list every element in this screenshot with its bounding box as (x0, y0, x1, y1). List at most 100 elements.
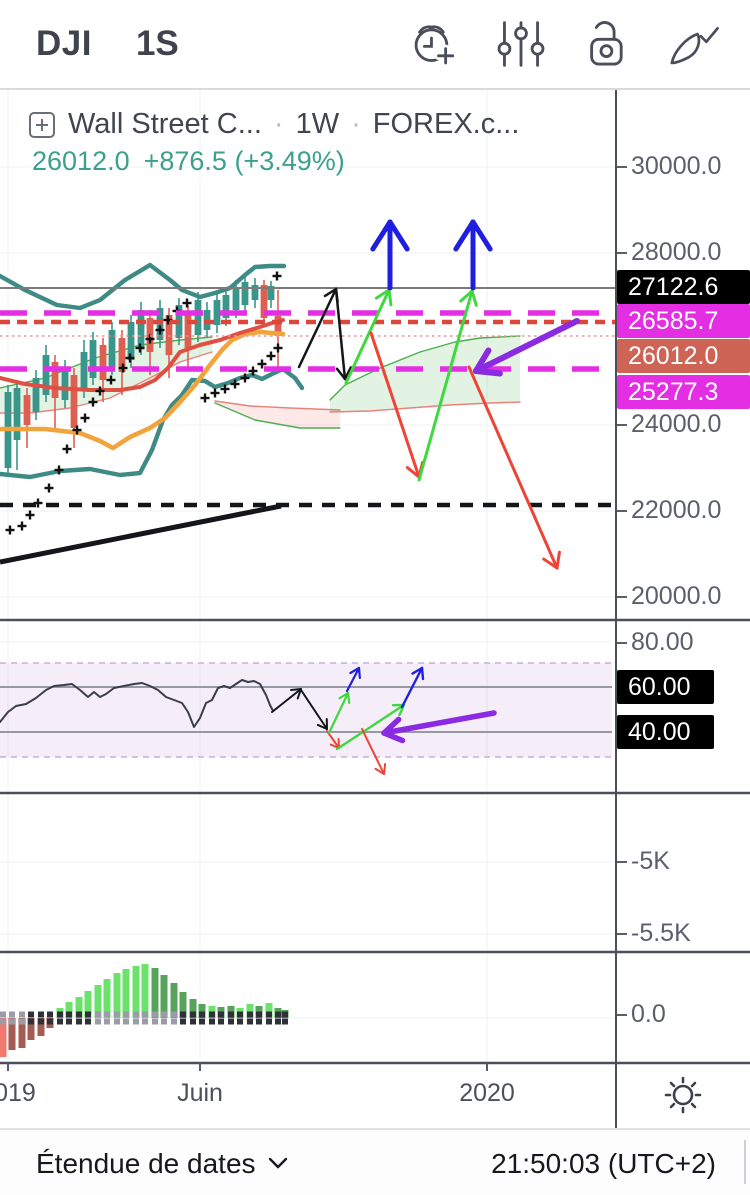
drawn-arrow[interactable] (370, 219, 410, 291)
price-tick-label: 22000.0 (631, 496, 722, 524)
sar-plus-marker (135, 343, 145, 353)
price-tick-label: 24000.0 (631, 410, 722, 438)
zero-line-marker (38, 1011, 44, 1018)
zero-line-marker (275, 1011, 281, 1018)
bollinger-lower (0, 366, 305, 480)
zero-line-marker (47, 1011, 53, 1018)
expand-plus-icon[interactable] (28, 111, 56, 139)
zero-line-marker (171, 1018, 177, 1025)
zero-line-marker (133, 1018, 139, 1025)
alarm-add-icon[interactable] (406, 15, 464, 73)
symbol-button[interactable]: DJI (36, 24, 92, 63)
sar-plus-marker (230, 379, 240, 389)
drawn-arrow[interactable] (453, 219, 493, 291)
clock-readout: 21:50:03 (UTC+2) (491, 1147, 716, 1179)
time-scale[interactable]: 2019 Juin 2020 (0, 1065, 750, 1128)
zero-line-marker (66, 1018, 72, 1025)
zero-line-marker (228, 1018, 234, 1025)
zero-line-marker (180, 1011, 186, 1018)
zero-line-marker (76, 1011, 82, 1018)
zero-line-marker (171, 1011, 177, 1018)
zero-line-marker (247, 1018, 253, 1025)
drawn-arrow[interactable] (327, 691, 351, 735)
histogram-bar (8, 1018, 16, 1050)
sar-plus-marker (54, 465, 64, 475)
zero-line-marker (142, 1018, 148, 1025)
indicator-settings-icon[interactable] (492, 15, 550, 73)
candle-body (232, 288, 240, 310)
rsi-tick-label: 80.00 (631, 628, 694, 656)
zero-line-marker (275, 1018, 281, 1025)
candle-body (61, 368, 69, 400)
zero-line-marker (237, 1018, 243, 1025)
zero-line-marker (256, 1018, 262, 1025)
chart-legend[interactable]: Wall Street C... · 1W · FOREX.c... (28, 108, 519, 141)
zero-line-marker (47, 1018, 53, 1025)
zero-line-marker (66, 1011, 72, 1018)
time-axis-label: 2020 (459, 1079, 515, 1107)
histogram-bar (170, 983, 178, 1018)
zero-line-marker (123, 1018, 129, 1025)
cloud-edge (214, 402, 341, 429)
drawn-arrow[interactable] (473, 318, 580, 377)
histogram-bar (122, 969, 130, 1018)
candle-body (89, 340, 97, 378)
histogram-bar (141, 964, 149, 1018)
interval-button[interactable]: 1S (135, 24, 179, 63)
candle-body (108, 330, 116, 368)
drawn-arrow[interactable] (381, 710, 497, 744)
drawn-arrow[interactable] (400, 666, 425, 709)
sar-plus-marker (106, 375, 116, 385)
date-range-button[interactable]: Étendue de dates (36, 1148, 288, 1180)
drawn-arrow[interactable] (361, 728, 387, 775)
drawn-arrow[interactable] (417, 289, 478, 482)
candle-body (267, 286, 275, 300)
candle-body (165, 315, 173, 355)
rsi-badge: 60.00 (617, 670, 714, 704)
sar-plus-marker (5, 525, 15, 535)
drawn-arrow[interactable] (467, 365, 561, 570)
lock-open-icon[interactable] (578, 15, 636, 73)
histogram-bar (246, 1004, 254, 1018)
histogram-bar (84, 991, 92, 1018)
zero-line-marker (282, 1011, 288, 1018)
sar-plus-marker (72, 425, 82, 435)
time-axis-label: 2019 (0, 1079, 36, 1107)
zero-line-marker (152, 1011, 158, 1018)
sar-plus-marker (257, 359, 267, 369)
rsi-badge: 40.00 (617, 715, 714, 749)
zero-line-marker (218, 1011, 224, 1018)
histogram-bar (103, 979, 111, 1018)
trend-line[interactable] (0, 503, 282, 565)
chart-canvas[interactable] (0, 90, 750, 1128)
zero-line-marker (57, 1011, 63, 1018)
brush-check-icon[interactable] (664, 15, 722, 73)
drawn-arrow[interactable] (344, 288, 393, 385)
drawn-arrow[interactable] (334, 287, 353, 381)
sun-brightness-icon[interactable] (660, 1072, 706, 1123)
candle-body (274, 316, 282, 336)
zero-line-marker (19, 1018, 25, 1025)
drawn-arrow[interactable] (300, 689, 328, 730)
zero-line-marker (95, 1011, 101, 1018)
drawn-arrow[interactable] (297, 287, 339, 369)
sar-plus-marker (240, 373, 250, 383)
histogram-bar (75, 997, 83, 1018)
candle-body (194, 300, 202, 335)
candle-body (251, 285, 259, 300)
candle-body (51, 362, 59, 398)
zero-line-marker (76, 1018, 82, 1025)
histogram-tick-label: 0.0 (631, 1000, 666, 1028)
zero-line-marker (133, 1011, 139, 1018)
zero-line-marker (209, 1011, 215, 1018)
candle-body (23, 395, 31, 425)
sar-plus-marker (17, 521, 27, 531)
cloud-edge (329, 401, 521, 413)
top-toolbar: DJI 1S (0, 0, 750, 90)
sar-plus-marker (44, 483, 54, 493)
zero-line-marker (38, 1018, 44, 1025)
bollinger-upper (0, 262, 287, 311)
zero-line-marker (0, 1011, 6, 1018)
drawn-arrow[interactable] (345, 666, 361, 693)
